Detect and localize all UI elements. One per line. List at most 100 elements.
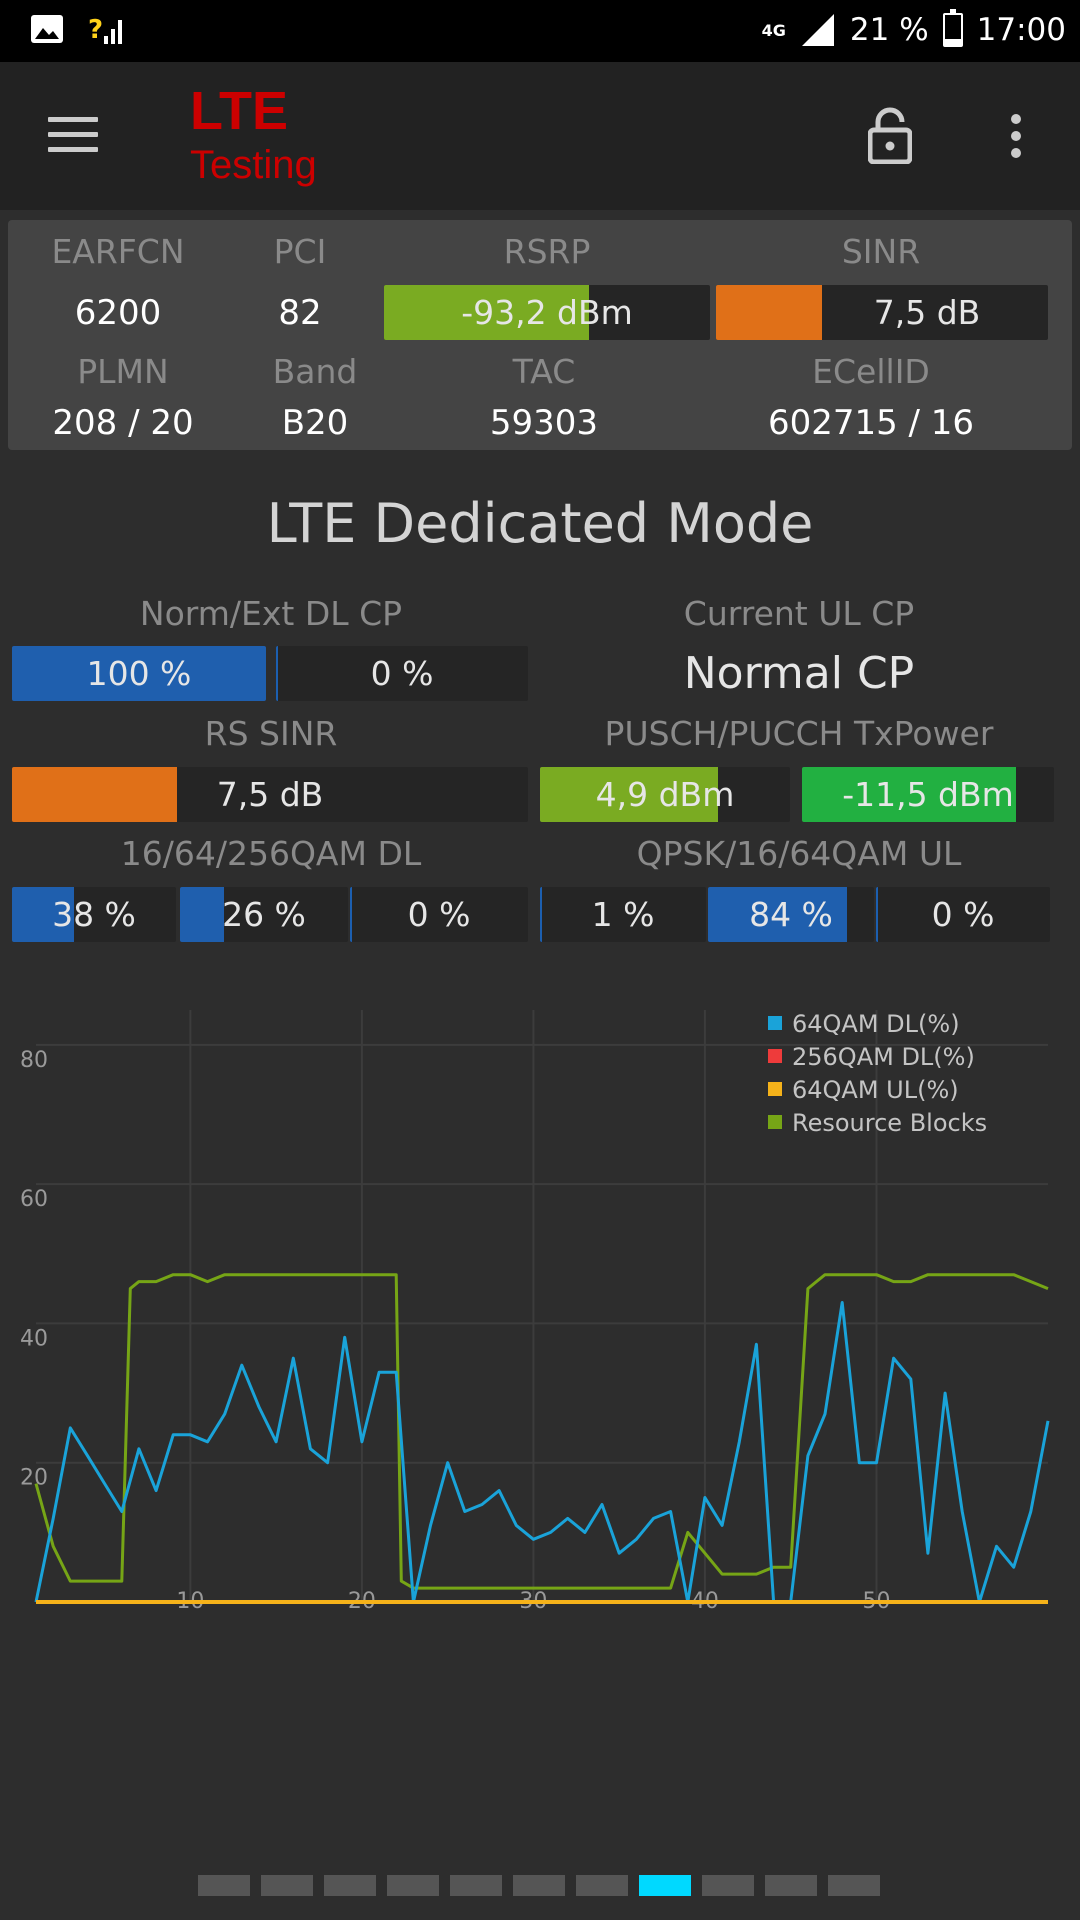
- legend-label: 64QAM DL(%): [792, 1010, 960, 1038]
- cell-signal-icon: [801, 14, 834, 46]
- lock-open-icon[interactable]: [868, 106, 912, 164]
- qpsk-ul-value: 1 %: [591, 895, 655, 934]
- tac-label: TAC: [512, 352, 576, 391]
- page-indicator: [198, 1875, 880, 1896]
- network-type: 4G: [761, 20, 786, 40]
- qam-256-dl-marker: [350, 887, 352, 942]
- legend-label: 64QAM UL(%): [792, 1076, 959, 1104]
- plmn-label: PLMN: [77, 352, 169, 391]
- pusch-value: 4,9 dBm: [595, 775, 735, 814]
- qam-16-ul-value: 84 %: [749, 895, 833, 934]
- qam-64-ul-value: 0 %: [931, 895, 995, 934]
- series-line: [34, 1273, 1049, 1590]
- qam-64-ul-marker: [876, 887, 878, 942]
- ecellid-label: ECellID: [812, 352, 930, 391]
- ecellid-value: 602715 / 16: [767, 403, 975, 443]
- more-options-icon[interactable]: [1004, 114, 1028, 160]
- page-dot[interactable]: [828, 1875, 880, 1896]
- qam-256-dl-value: 0 %: [407, 895, 471, 934]
- dl-cp-normal-bar: 100 %: [12, 646, 266, 701]
- app-title-sub: Testing: [190, 143, 317, 187]
- dl-cp-normal-fill: [12, 646, 266, 701]
- app-bar: LTE Testing: [0, 62, 1080, 210]
- dl-cp-label: Norm/Ext DL CP: [139, 594, 403, 633]
- qpsk-ul-marker: [540, 887, 542, 942]
- page-dot[interactable]: [639, 1875, 691, 1896]
- pusch-bar: 4,9 dBm: [540, 767, 790, 822]
- qam-16-ul-fill: [708, 887, 848, 942]
- qam-64-dl-fill: [180, 887, 224, 942]
- plmn-value: 208 / 20: [52, 403, 194, 443]
- rsrp-label: RSRP: [503, 232, 591, 271]
- legend-label: 256QAM DL(%): [792, 1043, 975, 1071]
- series-line: [34, 1301, 1050, 1604]
- y-tick-label: 80: [20, 1048, 48, 1073]
- qam-64-dl-bar: 26 %: [180, 887, 348, 942]
- app-title-main: LTE: [190, 81, 288, 141]
- y-tick-label: 40: [20, 1326, 48, 1351]
- sinr-value: 7,5 dB: [873, 293, 981, 332]
- y-tick-label: 60: [20, 1187, 48, 1212]
- app-title: LTE Testing: [190, 82, 317, 190]
- svg-text:?: ?: [88, 15, 103, 45]
- rs-sinr-bar: 7,5 dB: [12, 767, 528, 822]
- pucch-value: -11,5 dBm: [842, 775, 1014, 814]
- band-value: B20: [281, 403, 349, 443]
- dl-cp-extended-bar: 0 %: [276, 646, 528, 701]
- battery-fill: [944, 38, 961, 45]
- qam-16-ul-bar: 84 %: [708, 887, 874, 942]
- rsrp-value: -93,2 dBm: [461, 293, 633, 332]
- earfcn-value: 6200: [74, 293, 162, 333]
- qam-64-dl-value: 26 %: [222, 895, 306, 934]
- rs-sinr-fill: [12, 767, 178, 822]
- qpsk-ul-bar: 1 %: [540, 887, 706, 942]
- page-dot[interactable]: [324, 1875, 376, 1896]
- section-title: LTE Dedicated Mode: [266, 492, 814, 555]
- pusch-fill: [540, 767, 718, 822]
- page-dot[interactable]: [702, 1875, 754, 1896]
- dl-cp-normal-value: 100 %: [86, 654, 192, 693]
- page-dot[interactable]: [198, 1875, 250, 1896]
- page-dot[interactable]: [513, 1875, 565, 1896]
- image-icon: [31, 15, 63, 43]
- dl-cp-extended-value: 0 %: [370, 654, 434, 693]
- qam-64-ul-bar: 0 %: [876, 887, 1050, 942]
- legend-swatch: [768, 1082, 782, 1096]
- qam-16-dl-fill: [12, 887, 75, 942]
- pci-value: 82: [278, 293, 322, 333]
- earfcn-label: EARFCN: [51, 232, 185, 271]
- status-bar: ? 4G 21 % 17:00: [0, 0, 1080, 62]
- rs-sinr-value: 7,5 dB: [216, 775, 324, 814]
- clock: 17:00: [976, 12, 1066, 48]
- page-dot[interactable]: [387, 1875, 439, 1896]
- txpower-label: PUSCH/PUCCH TxPower: [604, 714, 994, 753]
- pci-label: PCI: [273, 232, 327, 271]
- legend-label: Resource Blocks: [792, 1109, 987, 1137]
- legend-swatch: [768, 1049, 782, 1063]
- dl-cp-extended-marker: [276, 646, 278, 701]
- page-dot[interactable]: [765, 1875, 817, 1896]
- menu-icon[interactable]: [48, 117, 98, 153]
- y-tick-label: 20: [20, 1466, 48, 1491]
- legend-swatch: [768, 1115, 782, 1129]
- pucch-fill: [802, 767, 1017, 822]
- sinr-fill: [716, 285, 823, 340]
- rsrp-bar: -93,2 dBm: [384, 285, 710, 340]
- battery-percent: 21 %: [849, 12, 929, 48]
- qam-16-dl-value: 38 %: [52, 895, 136, 934]
- tac-value: 59303: [489, 403, 599, 443]
- sinr-label: SINR: [841, 232, 921, 271]
- band-label: Band: [272, 352, 358, 391]
- page-dot[interactable]: [576, 1875, 628, 1896]
- page-dot[interactable]: [450, 1875, 502, 1896]
- rs-sinr-label: RS SINR: [204, 714, 338, 753]
- legend-swatch: [768, 1016, 782, 1030]
- battery-icon: [942, 9, 963, 47]
- qam-dl-label: 16/64/256QAM DL: [120, 834, 422, 873]
- no-sim-signal-icon: ?: [88, 15, 122, 45]
- page-dot[interactable]: [261, 1875, 313, 1896]
- sinr-bar: 7,5 dB: [716, 285, 1048, 340]
- qam-ul-label: QPSK/16/64QAM UL: [636, 834, 962, 873]
- qam-256-dl-bar: 0 %: [350, 887, 528, 942]
